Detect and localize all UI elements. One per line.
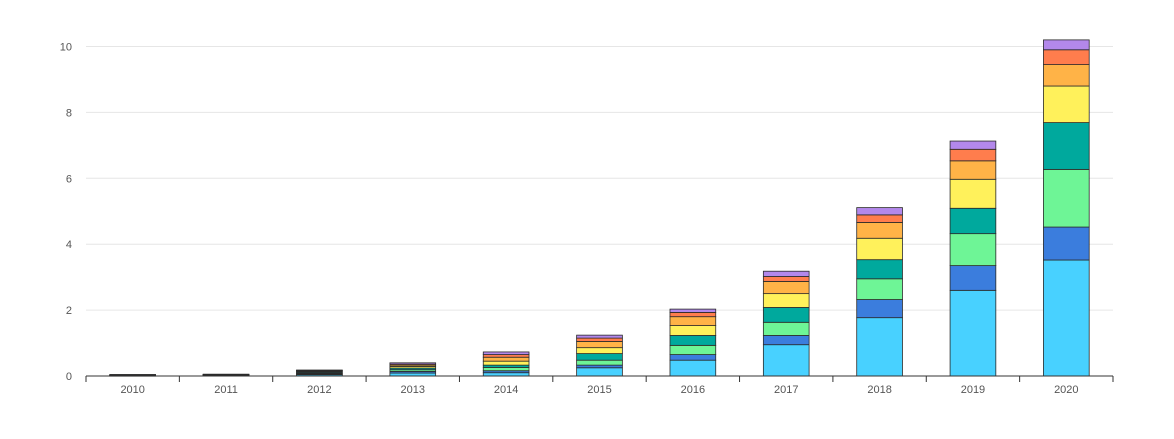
- bar-segment: [483, 357, 529, 361]
- bar-segment: [763, 294, 809, 308]
- bar-segment: [950, 208, 996, 233]
- bar-segment: [577, 348, 623, 354]
- y-tick-label: 2: [66, 305, 72, 317]
- y-tick-label: 4: [66, 239, 72, 251]
- x-tick-label: 2015: [587, 384, 611, 396]
- bar-segment: [670, 326, 716, 336]
- x-tick-label: 2017: [774, 384, 798, 396]
- bar-segment: [857, 279, 903, 300]
- bar-segment: [577, 360, 623, 365]
- bar-segment: [1043, 40, 1089, 50]
- bar-stack-2016: [670, 309, 716, 376]
- bar-segment: [1043, 86, 1089, 123]
- bar-segment: [763, 281, 809, 293]
- bar-segment: [763, 276, 809, 281]
- bar-segment: [950, 290, 996, 376]
- bar-segment: [1043, 169, 1089, 227]
- bar-segment: [483, 367, 529, 370]
- x-tick-label: 2010: [120, 384, 144, 396]
- bar-segment: [857, 208, 903, 215]
- x-tick-label: 2012: [307, 384, 331, 396]
- bar-segment: [763, 307, 809, 322]
- bar-segment: [857, 238, 903, 259]
- y-tick-label: 8: [66, 107, 72, 119]
- bar-segment: [670, 360, 716, 376]
- bar-stacks: [110, 40, 1089, 376]
- bar-segment: [857, 222, 903, 238]
- bar-segment: [577, 338, 623, 341]
- bar-segment: [763, 271, 809, 276]
- bar-stack-2020: [1043, 40, 1089, 376]
- bar-segment: [577, 341, 623, 347]
- bar-segment: [950, 266, 996, 291]
- bar-segment: [763, 345, 809, 376]
- bar-segment: [297, 370, 343, 371]
- bar-segment: [857, 318, 903, 376]
- bar-segment: [857, 300, 903, 318]
- bar-segment: [950, 149, 996, 161]
- bar-segment: [1043, 227, 1089, 260]
- bar-segment: [670, 345, 716, 354]
- x-tick-labels: 2010 2011 2012 2013 2014 2015 2016 2017 2018 2019…: [120, 384, 1078, 396]
- y-tick-label: 0: [66, 371, 72, 383]
- bar-stack-2013: [390, 363, 436, 376]
- bar-segment: [203, 374, 249, 375]
- bar-segment: [950, 141, 996, 149]
- x-tick-label: 2020: [1054, 384, 1078, 396]
- bar-stack-2017: [763, 271, 809, 376]
- bar-stack-2019: [950, 141, 996, 376]
- bar-segment: [670, 312, 716, 316]
- bar-segment: [763, 335, 809, 344]
- y-tick-label: 10: [60, 41, 72, 53]
- bar-segment: [670, 309, 716, 312]
- bar-segment: [577, 354, 623, 361]
- bar-segment: [670, 317, 716, 326]
- bar-segment: [763, 322, 809, 335]
- x-tick-label: 2018: [867, 384, 891, 396]
- bar-segment: [1043, 50, 1089, 65]
- bar-stack-2012: [297, 370, 343, 376]
- bar-segment: [577, 335, 623, 338]
- bar-segment: [670, 335, 716, 345]
- bar-stack-2018: [857, 208, 903, 376]
- bar-segment: [670, 355, 716, 361]
- bar-stack-2014: [483, 352, 529, 376]
- x-tick-label: 2014: [494, 384, 518, 396]
- bar-segment: [483, 361, 529, 365]
- bar-segment: [950, 234, 996, 266]
- bar-segment: [950, 179, 996, 208]
- bar-segment: [110, 375, 156, 376]
- x-tick-label: 2011: [214, 384, 238, 396]
- bar-segment: [1043, 65, 1089, 86]
- y-tick-label: 6: [66, 173, 72, 185]
- bar-segment: [390, 363, 436, 364]
- bar-stack-2015: [577, 335, 623, 376]
- bar-segment: [1043, 260, 1089, 376]
- x-tick-label: 2016: [681, 384, 705, 396]
- bar-segment: [857, 215, 903, 223]
- bar-segment: [483, 352, 529, 355]
- bar-segment: [577, 368, 623, 376]
- bar-segment: [1043, 123, 1089, 170]
- y-tick-labels: 0 2 4 6 8 10: [60, 41, 72, 383]
- x-tick-label: 2019: [961, 384, 985, 396]
- x-tick-label: 2013: [401, 384, 425, 396]
- axes: [86, 376, 1113, 382]
- bar-segment: [857, 260, 903, 279]
- bar-segment: [950, 161, 996, 179]
